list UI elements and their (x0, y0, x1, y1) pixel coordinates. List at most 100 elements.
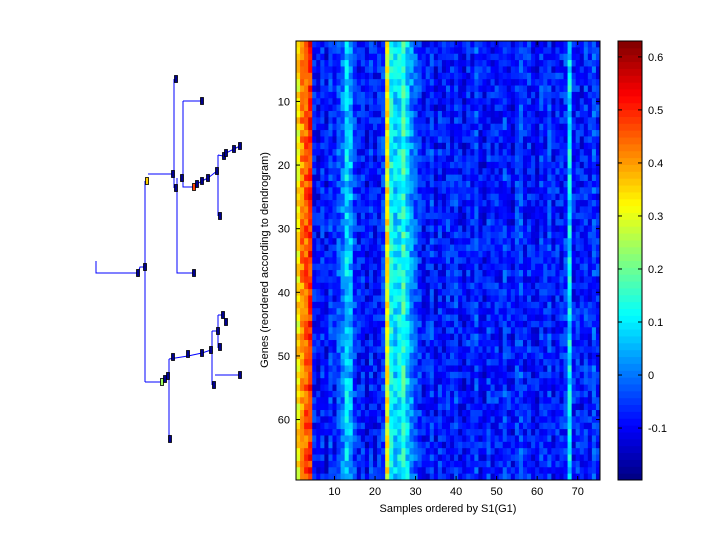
heatmap-cell (409, 180, 414, 188)
heatmap-cell (413, 53, 418, 61)
heatmap-cell (490, 130, 496, 137)
heatmap-cell (312, 435, 317, 443)
heatmap-cell (462, 225, 467, 233)
heatmap-cell (405, 238, 410, 245)
dendrogram-leaf-marker (174, 75, 178, 83)
heatmap-cell (474, 91, 479, 99)
heatmap-cell (328, 200, 333, 207)
heatmap-cell (478, 104, 483, 112)
heatmap-cell (486, 155, 491, 163)
heatmap-cell (381, 270, 386, 277)
heatmap-cell (555, 289, 560, 296)
heatmap-cell (393, 168, 398, 176)
heatmap-cell (324, 187, 329, 195)
heatmap-cell (502, 448, 508, 455)
heatmap-cell (555, 416, 560, 424)
heatmap-cell (356, 308, 362, 315)
heatmap-cell (340, 429, 346, 436)
heatmap-cell (555, 142, 560, 150)
heatmap-cell (559, 200, 564, 207)
heatmap-cell (482, 327, 487, 335)
heatmap-cell (312, 231, 317, 239)
heatmap-cell (308, 327, 313, 335)
heatmap-cell (539, 180, 544, 188)
heatmap-cell (547, 397, 552, 405)
heatmap-cell (324, 130, 329, 137)
heatmap-cell (527, 390, 532, 398)
heatmap-cell (332, 289, 337, 296)
heatmap-cell (401, 289, 406, 296)
heatmap-cell (482, 47, 487, 55)
heatmap-cell (482, 390, 487, 398)
heatmap-cell (397, 123, 402, 131)
heatmap-cell (328, 371, 333, 379)
heatmap-cell (547, 276, 552, 284)
heatmap-cell (437, 333, 443, 341)
heatmap-cell (506, 72, 512, 80)
heatmap-cell (555, 359, 560, 366)
heatmap-cell (389, 327, 394, 335)
heatmap-cell (336, 60, 341, 67)
heatmap-cell (300, 340, 305, 347)
heatmap-cell (486, 429, 491, 436)
heatmap-cell (506, 104, 512, 112)
heatmap-cell (332, 130, 337, 137)
heatmap-cell (466, 282, 471, 290)
heatmap-cell (441, 390, 447, 398)
heatmap-cell (518, 180, 524, 188)
heatmap-cell (377, 327, 382, 335)
heatmap-cell (304, 231, 309, 239)
heatmap-cell (482, 282, 487, 290)
heatmap-cell (494, 110, 500, 118)
heatmap-cell (348, 371, 354, 379)
heatmap-cell (563, 270, 568, 277)
heatmap-cell (316, 289, 321, 296)
heatmap-cell (373, 441, 378, 449)
heatmap-cell (397, 104, 402, 112)
heatmap-cell (531, 250, 536, 258)
heatmap-cell (417, 422, 423, 430)
heatmap-cell (308, 270, 313, 277)
heatmap-cell (320, 47, 325, 55)
heatmap-cell (437, 117, 443, 125)
heatmap-cell (462, 289, 467, 296)
heatmap-cell (344, 104, 350, 112)
heatmap-cell (296, 270, 301, 277)
heatmap-cell (587, 47, 593, 55)
heatmap-cell (567, 193, 573, 201)
heatmap-cell (502, 53, 508, 61)
heatmap-cell (393, 429, 398, 436)
heatmap-cell (296, 282, 301, 290)
heatmap-cell (425, 244, 431, 252)
heatmap-cell (510, 212, 516, 220)
heatmap-cell (328, 72, 333, 80)
heatmap-cell (316, 168, 321, 176)
heatmap-cell (437, 238, 443, 245)
heatmap-cell (433, 238, 439, 245)
heatmap-cell (535, 193, 540, 201)
heatmap-cell (316, 174, 321, 182)
heatmap-cell (490, 180, 496, 188)
heatmap-cell (393, 320, 398, 328)
heatmap-cell (324, 371, 329, 379)
heatmap-cell (320, 397, 325, 405)
heatmap-cell (393, 91, 398, 99)
heatmap-cell (486, 371, 491, 379)
heatmap-cell (296, 85, 301, 93)
heatmap-cell (385, 85, 390, 93)
heatmap-cell (368, 276, 374, 284)
heatmap-cell (462, 429, 467, 436)
heatmap-cell (356, 410, 362, 417)
heatmap-cell (502, 200, 508, 207)
heatmap-cell (506, 301, 512, 309)
heatmap-cell (454, 212, 459, 220)
heatmap-cell (454, 340, 459, 347)
heatmap-cell (413, 212, 418, 220)
heatmap-cell (328, 250, 333, 258)
heatmap-cell (583, 149, 589, 156)
heatmap-cell (466, 136, 471, 144)
heatmap-cell (571, 60, 577, 67)
heatmap-cell (401, 320, 406, 328)
heatmap-cell (360, 359, 366, 366)
heatmap-cell (555, 174, 560, 182)
